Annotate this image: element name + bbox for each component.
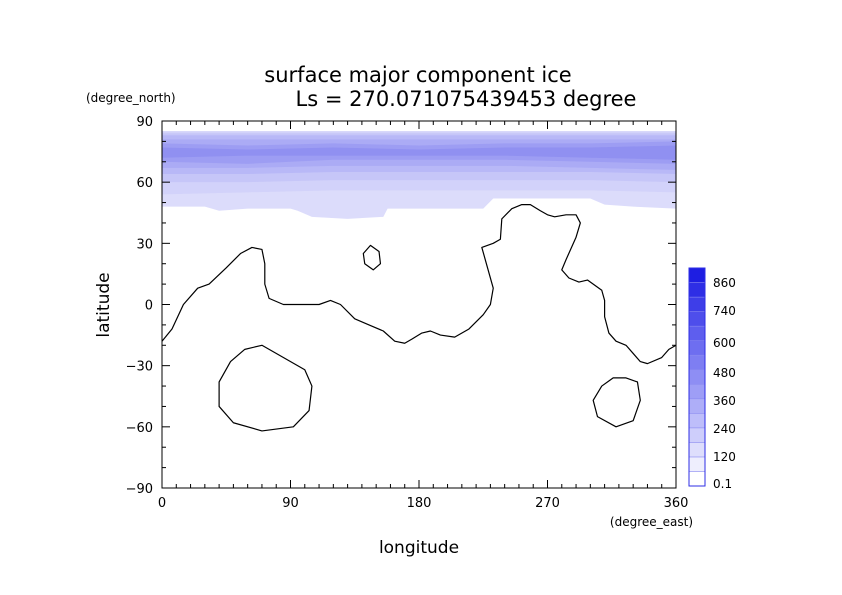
topography-contour-3	[218, 344, 313, 432]
x-unit-label: (degree_east)	[610, 515, 693, 529]
chart-title: surface major component ice	[264, 63, 571, 87]
chart-subtitle: Ls = 270.071075439453 degree	[296, 87, 637, 111]
colorbar-swatch	[688, 340, 706, 356]
colorbar-swatch	[688, 398, 706, 414]
x-tick-label: 270	[535, 496, 560, 511]
colorbar-swatch	[688, 325, 706, 341]
colorbar-label: 860	[713, 276, 736, 290]
y-tick-label: 90	[136, 115, 153, 130]
colorbar-swatch	[688, 384, 706, 400]
colorbar-swatch	[688, 267, 706, 283]
x-tick-label: 0	[158, 496, 166, 511]
colorbar-swatch	[688, 427, 706, 443]
colorbar: 0.1 120 240 360 480 600 740 860	[688, 267, 736, 491]
y-tick-label: −90	[126, 482, 153, 497]
colorbar-label: 740	[713, 304, 736, 318]
colorbar-swatch	[688, 311, 706, 327]
y-tick-label: 30	[136, 237, 153, 252]
colorbar-label: 240	[713, 422, 736, 436]
colorbar-frame	[688, 267, 706, 487]
topography-contours	[161, 203, 677, 432]
colorbar-label: 0.1	[713, 477, 732, 491]
colorbar-swatch	[688, 471, 706, 487]
topography-contour-1	[161, 203, 677, 365]
colorbar-swatch	[688, 413, 706, 429]
ice-band-420	[162, 145, 676, 160]
x-tick-label: 90	[282, 496, 299, 511]
topography-contour-2	[362, 244, 382, 271]
topography-contour-4	[592, 377, 641, 428]
y-unit-label: (degree_north)	[86, 91, 176, 105]
y-tick-label: 60	[136, 176, 153, 191]
colorbar-label: 360	[713, 394, 736, 408]
colorbar-swatch	[688, 282, 706, 298]
x-tick-label: 180	[407, 496, 432, 511]
x-tick-label: 360	[664, 496, 689, 511]
colorbar-swatch	[688, 456, 706, 472]
x-axis-label: longitude	[379, 538, 459, 558]
ice-cap-fill	[162, 131, 676, 219]
y-tick-label: −60	[126, 421, 153, 436]
y-tick-label: 0	[145, 299, 153, 314]
colorbar-label: 120	[713, 450, 736, 464]
colorbar-swatch	[688, 296, 706, 312]
colorbar-label: 600	[713, 336, 736, 350]
colorbar-swatch	[688, 369, 706, 385]
y-axis-label: latitude	[94, 272, 114, 337]
colorbar-swatch	[688, 442, 706, 458]
x-axis-ticks: 0 90 180 270 360	[158, 121, 689, 511]
colorbar-label: 480	[713, 366, 736, 380]
y-tick-label: −30	[126, 360, 153, 375]
y-axis-ticks: 90 60 30 0 −30 −60 −90	[126, 115, 676, 497]
colorbar-swatch	[688, 354, 706, 370]
